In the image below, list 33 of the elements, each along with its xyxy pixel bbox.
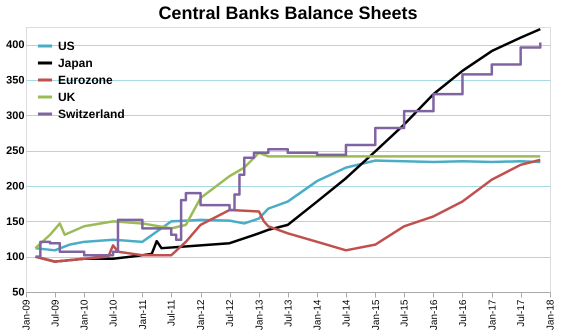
x-tick-label: Jan-10 — [80, 299, 91, 330]
chart-title: Central Banks Balance Sheets — [158, 3, 418, 23]
x-tick-label: Jan-12 — [196, 299, 208, 330]
x-tick-label: Jul-12 — [225, 299, 236, 327]
x-tick-label: Jan-14 — [312, 299, 324, 330]
x-tick-label: Jul-17 — [516, 299, 528, 327]
x-tick-label: Jan-09 — [22, 299, 32, 330]
x-tick-label: Jan-18 — [546, 299, 556, 330]
legend-label: Japan — [58, 56, 93, 70]
y-tick-label: 250 — [6, 145, 24, 158]
x-tick-label: Jul-16 — [458, 299, 469, 327]
y-tick-label: 150 — [6, 216, 24, 228]
x-tick-label: Jul-11 — [166, 299, 178, 326]
y-tick-label: 350 — [6, 74, 24, 86]
y-tick-label: 200 — [6, 180, 24, 192]
y-tick-label: 400 — [6, 39, 24, 52]
x-tick-label: Jul-09 — [50, 299, 62, 327]
x-tick-label: Jul-14 — [341, 299, 352, 327]
legend-label: Switzerland — [58, 107, 125, 121]
x-tick-label: Jul-15 — [400, 299, 411, 327]
x-tick-label: Jan-15 — [370, 299, 382, 330]
x-tick-label: Jan-17 — [487, 299, 498, 330]
legend-label: US — [58, 39, 75, 53]
x-tick-label: Jul-10 — [108, 299, 120, 327]
x-tick-label: Jul-13 — [283, 299, 294, 327]
legend-label: UK — [58, 90, 76, 104]
y-tick-label: 50 — [12, 286, 24, 298]
x-tick-label: Jan-13 — [254, 299, 266, 330]
y-tick-label: 300 — [6, 110, 24, 122]
x-tick-label: Jan-16 — [428, 299, 440, 330]
legend-label: Eurozone — [58, 73, 113, 87]
y-tick-label: 100 — [6, 251, 24, 264]
x-tick-label: Jan-11 — [138, 299, 149, 330]
